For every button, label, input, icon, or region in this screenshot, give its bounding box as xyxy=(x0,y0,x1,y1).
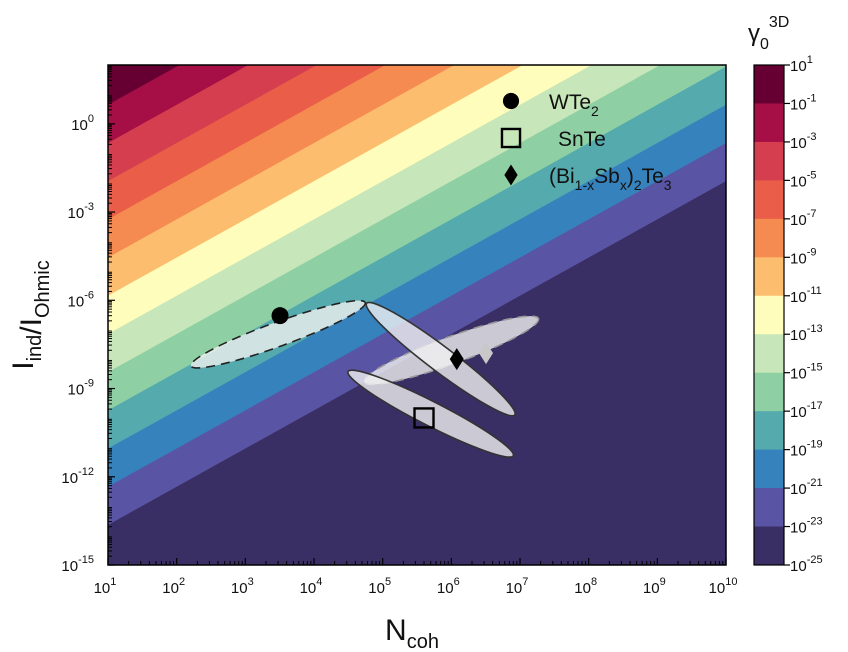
legend-label: SnTe xyxy=(558,128,606,151)
x-tick-label: 102 xyxy=(162,576,185,597)
uncertainty-ellipse xyxy=(190,299,367,369)
colorbar-band xyxy=(754,180,784,220)
x-tick-label: 103 xyxy=(231,576,254,597)
ellipse-group xyxy=(190,299,540,458)
x-tick-label: 105 xyxy=(368,576,391,597)
colorbar-title: γ03D xyxy=(748,14,789,53)
colorbar-tick-label: 101 xyxy=(790,54,813,75)
colorbar-tick-label: 10-3 xyxy=(790,131,816,152)
colorbar-band xyxy=(754,295,784,335)
contour-bands xyxy=(108,65,726,565)
plot-frame xyxy=(107,64,727,566)
legend-label: (Bi1-xSbx)2Te3 xyxy=(549,165,672,193)
y-tick-label: 10-15 xyxy=(61,554,94,575)
y-tick-label: 10-6 xyxy=(68,289,94,310)
colorbar-band xyxy=(754,411,784,451)
x-tick-label: 104 xyxy=(300,576,323,597)
legend-marker-circle xyxy=(502,92,520,110)
colorbar: 101 10-1 10-3 10-5 10-7 10-9 10-11 10-13 10-15 10… xyxy=(748,14,823,575)
y-axis: 10-15 10-12 10-9 10-6 10-3 100 xyxy=(61,65,115,575)
y-axis-title: Iind/IOhmic xyxy=(7,260,54,370)
colorbar-tick-label: 10-21 xyxy=(790,477,823,498)
colorbar-tick-label: 10-19 xyxy=(790,439,823,460)
x-tick-label: 107 xyxy=(506,576,529,597)
x-axis: 101 102 103 104 105 106 107 108 109 1010 xyxy=(94,558,738,597)
colorbar-band xyxy=(754,103,784,143)
x-tick-label: 1010 xyxy=(709,576,738,597)
colorbar-tick-label: 10-23 xyxy=(790,516,823,537)
x-tick-label: 109 xyxy=(643,576,666,597)
colorbar-band xyxy=(754,65,784,104)
colorbar-band xyxy=(754,257,784,297)
data-point-square xyxy=(413,407,435,429)
colorbar-band xyxy=(754,372,784,412)
x-tick-label: 101 xyxy=(94,576,117,597)
contour-band xyxy=(108,66,726,450)
legend-marker-square xyxy=(500,127,522,149)
x-tick-label: 106 xyxy=(437,576,460,597)
data-point-diamond xyxy=(479,342,494,365)
y-tick-label: 10-9 xyxy=(68,378,94,399)
colorbar-band xyxy=(754,334,784,374)
y-tick-label: 10-12 xyxy=(61,466,94,487)
colorbar-tick-label: 10-7 xyxy=(790,208,816,229)
axis-titles: Ncoh Iind/IOhmic xyxy=(7,260,439,652)
uncertainty-ellipse xyxy=(347,369,515,458)
legend-marker-diamond xyxy=(504,164,518,186)
data-points xyxy=(271,307,494,429)
contour-band xyxy=(108,104,726,488)
data-point-diamond xyxy=(449,348,464,371)
colorbar-tick-label: 10-9 xyxy=(790,246,816,267)
colorbar-tick-label: 10-25 xyxy=(790,554,823,575)
y-tick-label: 10-3 xyxy=(68,201,94,222)
colorbar-band xyxy=(754,488,784,528)
y-tick-label: 100 xyxy=(71,113,94,134)
colorbar-tick-label: 10-15 xyxy=(790,362,823,383)
colorbar-band xyxy=(754,218,784,258)
colorbar-tick-label: 10-5 xyxy=(790,169,816,190)
legend-label: WTe2 xyxy=(549,91,599,119)
x-axis-title: Ncoh xyxy=(385,614,439,652)
colorbar-tick-label: 10-13 xyxy=(790,323,823,344)
colorbar-tick-label: 10-11 xyxy=(790,285,822,306)
legend: WTe2 SnTe (Bi1-xSbx)2Te3 xyxy=(500,91,672,193)
colorbar-tick-label: 10-17 xyxy=(790,400,823,421)
colorbar-frame xyxy=(753,64,785,566)
colorbar-band xyxy=(754,141,784,181)
colorbar-band xyxy=(754,526,784,566)
uncertainty-ellipse xyxy=(365,301,516,417)
colorbar-band xyxy=(754,449,784,489)
colorbar-tick-label: 10-1 xyxy=(790,92,816,113)
x-tick-label: 108 xyxy=(574,576,597,597)
data-point-circle xyxy=(271,307,289,325)
